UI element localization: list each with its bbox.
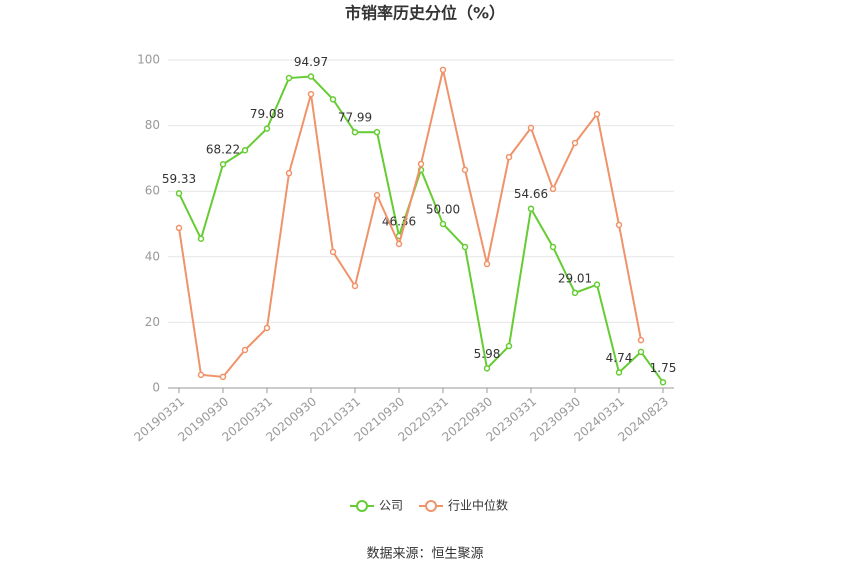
point (307, 73, 315, 80)
y-tick-label: 40 (145, 249, 160, 263)
point (439, 66, 447, 74)
point (329, 96, 337, 103)
point (329, 248, 337, 256)
data-label: 68.22 (206, 143, 240, 157)
data-label: 4.74 (606, 351, 633, 365)
point (395, 240, 403, 248)
data-label: 5.98 (474, 347, 501, 361)
series-line (178, 69, 642, 378)
data-label: 1.75 (650, 361, 677, 375)
point (175, 190, 183, 197)
point (263, 324, 271, 332)
point (241, 146, 249, 154)
point (373, 128, 381, 136)
point (593, 281, 601, 288)
point (285, 169, 293, 177)
point (637, 348, 645, 356)
point (549, 243, 557, 251)
point (571, 139, 579, 147)
point (615, 369, 623, 376)
point (417, 160, 425, 168)
data-label: 59.33 (162, 172, 196, 186)
point (527, 124, 535, 132)
point (593, 110, 601, 118)
data-label: 54.66 (514, 187, 548, 201)
point (197, 235, 205, 243)
data-label: 79.08 (250, 107, 284, 121)
y-tick-label: 100 (137, 53, 160, 67)
chart-title: 市销率历史分位（%） (345, 4, 505, 23)
point (175, 224, 183, 232)
point (461, 243, 469, 251)
y-tick-label: 20 (145, 315, 160, 329)
point (307, 90, 315, 98)
point (483, 365, 491, 372)
point (483, 260, 491, 268)
point (637, 336, 645, 344)
data-label: 94.97 (294, 55, 328, 69)
y-tick-label: 0 (152, 381, 160, 395)
point (505, 153, 513, 161)
point (285, 74, 293, 82)
point (219, 373, 227, 381)
point (373, 191, 381, 199)
data-label: 77.99 (338, 111, 372, 125)
legend-marker (425, 500, 437, 512)
point (461, 166, 469, 174)
legend-label: 行业中位数 (448, 498, 508, 513)
data-label: 29.01 (558, 271, 592, 285)
point (241, 346, 249, 354)
point (439, 220, 447, 228)
point (571, 289, 579, 297)
y-tick-label: 60 (145, 184, 160, 198)
y-tick-label: 80 (145, 118, 160, 132)
point (351, 128, 359, 136)
point (197, 371, 205, 379)
point (659, 379, 667, 386)
legend-label: 公司 (379, 499, 403, 513)
point (527, 205, 535, 212)
point (505, 342, 513, 350)
point (549, 185, 557, 193)
legend-marker (356, 500, 368, 512)
point (351, 282, 359, 290)
source: 数据来源：恒生聚源 (366, 547, 483, 562)
point (615, 221, 623, 229)
data-label: 50.00 (426, 203, 460, 217)
point (219, 160, 227, 168)
point (263, 125, 271, 132)
